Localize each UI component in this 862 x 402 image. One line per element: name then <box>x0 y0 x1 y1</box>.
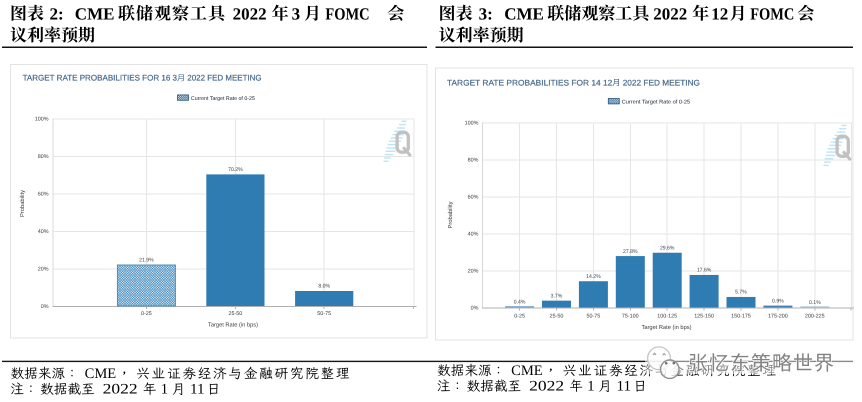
svg-text:100%: 100% <box>35 117 49 123</box>
svg-text:80%: 80% <box>38 154 49 160</box>
svg-text:TARGET RATE PROBABILITIES FOR: TARGET RATE PROBABILITIES FOR 14 12 <box>447 78 613 87</box>
svg-text:1: 1 <box>587 379 594 395</box>
svg-text:20%: 20% <box>38 267 49 273</box>
svg-text:25-50: 25-50 <box>229 311 243 317</box>
svg-text:8.0%: 8.0% <box>318 284 330 290</box>
svg-text:2022: 2022 <box>233 4 267 23</box>
svg-text:FOMC: FOMC <box>750 4 794 23</box>
svg-text:Current Target Rate of 0-25: Current Target Rate of 0-25 <box>191 96 255 102</box>
svg-text:25-50: 25-50 <box>550 313 564 319</box>
svg-text:1: 1 <box>161 382 168 398</box>
svg-text:2:: 2: <box>50 4 64 23</box>
svg-text:0.1%: 0.1% <box>809 300 821 306</box>
svg-text:0.9%: 0.9% <box>772 299 784 305</box>
svg-text:CME: CME <box>511 363 543 379</box>
svg-text:12: 12 <box>711 4 728 23</box>
svg-text:2022 FED MEETING: 2022 FED MEETING <box>620 78 700 87</box>
svg-text:0%: 0% <box>471 306 479 312</box>
svg-text:3.7%: 3.7% <box>551 293 563 299</box>
svg-text:Target Rate (in bps): Target Rate (in bps) <box>642 324 692 331</box>
svg-text:150-175: 150-175 <box>731 313 751 319</box>
svg-text:125-150: 125-150 <box>694 313 714 319</box>
svg-text:11: 11 <box>617 379 632 395</box>
svg-text:20%: 20% <box>468 269 479 275</box>
svg-text:0%: 0% <box>41 304 49 310</box>
svg-text:29.6%: 29.6% <box>660 245 675 251</box>
svg-text:2022: 2022 <box>529 379 564 395</box>
svg-text:50-75: 50-75 <box>317 311 331 317</box>
svg-text:175-200: 175-200 <box>768 313 788 319</box>
svg-text:21.9%: 21.9% <box>139 258 154 264</box>
svg-text:3: 3 <box>292 4 301 23</box>
svg-text:2022 FED MEETING: 2022 FED MEETING <box>185 74 262 83</box>
svg-text:14.2%: 14.2% <box>586 274 601 280</box>
svg-text:Target Rate (in bps): Target Rate (in bps) <box>208 322 258 329</box>
svg-text:75-100: 75-100 <box>622 313 639 319</box>
svg-text:2022: 2022 <box>103 382 138 398</box>
svg-text:FOMC: FOMC <box>325 4 369 23</box>
svg-text:60%: 60% <box>38 192 49 198</box>
svg-text:5.7%: 5.7% <box>735 290 747 296</box>
svg-text:100%: 100% <box>465 121 479 127</box>
svg-text:CME: CME <box>75 4 115 23</box>
svg-text:27.8%: 27.8% <box>623 249 638 255</box>
svg-text:200-225: 200-225 <box>805 313 825 319</box>
svg-text:60%: 60% <box>468 195 479 201</box>
svg-text:0-25: 0-25 <box>141 311 152 317</box>
svg-text:17.6%: 17.6% <box>697 268 712 274</box>
svg-text:Probability: Probability <box>19 190 26 217</box>
svg-text:70.2%: 70.2% <box>228 167 243 173</box>
svg-text:Current Target Rate of 0-25: Current Target Rate of 0-25 <box>622 99 691 105</box>
svg-text:TARGET RATE PROBABILITIES FOR: TARGET RATE PROBABILITIES FOR 16 3 <box>23 74 178 83</box>
svg-text:50-75: 50-75 <box>587 313 601 319</box>
svg-text:Probability: Probability <box>447 201 454 228</box>
svg-text:0-25: 0-25 <box>514 313 525 319</box>
svg-text:CME: CME <box>504 4 544 23</box>
svg-text:CME: CME <box>85 366 117 382</box>
svg-text:80%: 80% <box>468 158 479 164</box>
svg-text:40%: 40% <box>38 229 49 235</box>
svg-text:100-125: 100-125 <box>657 313 677 319</box>
svg-text:0.4%: 0.4% <box>514 300 526 306</box>
svg-text:2022: 2022 <box>653 4 687 23</box>
svg-text:3:: 3: <box>479 4 493 23</box>
svg-text:11: 11 <box>190 382 205 398</box>
svg-text:40%: 40% <box>468 232 479 238</box>
